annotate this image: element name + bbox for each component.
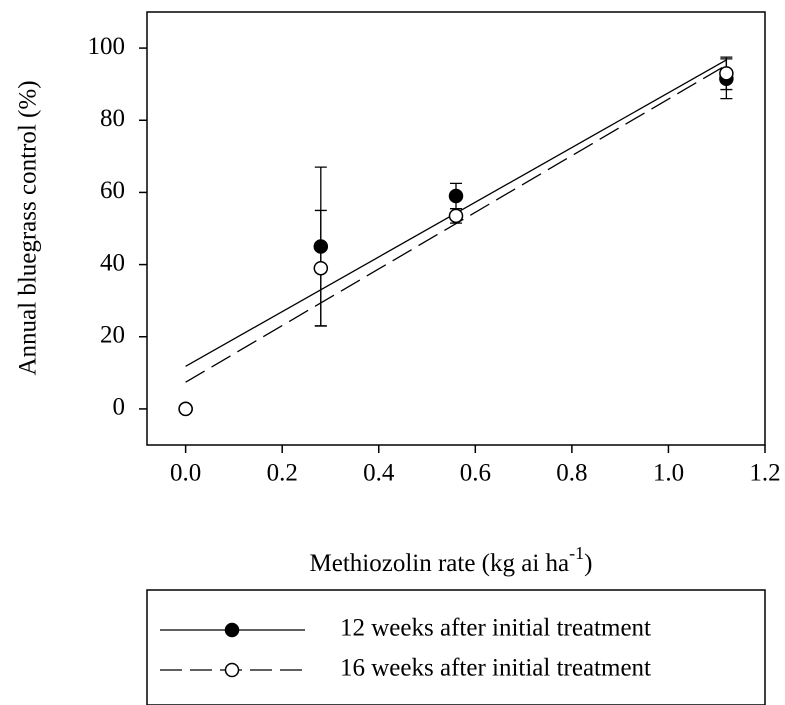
y-tick-label: 0 bbox=[113, 394, 126, 421]
y-axis-label: Annual bluegrass control (%) bbox=[15, 80, 42, 375]
data-point bbox=[719, 66, 734, 81]
data-point bbox=[313, 239, 329, 254]
x-axis-label-text: Methiozolin rate (kg ai ha bbox=[310, 550, 570, 577]
x-tick-label: 0.8 bbox=[556, 460, 587, 487]
y-tick-label: 40 bbox=[100, 249, 125, 276]
x-tick-label: 0.2 bbox=[267, 460, 298, 487]
x-tick-label: 1.2 bbox=[749, 460, 780, 487]
y-tick-label: 60 bbox=[100, 177, 125, 204]
data-point bbox=[178, 401, 193, 417]
data-point bbox=[448, 208, 464, 224]
legend-frame bbox=[146, 589, 766, 705]
legend-label: 16 weeks after initial treatment bbox=[340, 655, 651, 682]
x-tick-label: 0.6 bbox=[460, 460, 491, 487]
y-tick-label: 20 bbox=[100, 321, 125, 348]
legend-marker bbox=[224, 662, 240, 678]
y-tick-label: 100 bbox=[88, 33, 126, 60]
x-tick-label: 0.0 bbox=[170, 460, 201, 487]
plot-frame bbox=[146, 11, 766, 446]
legend-label: 12 weeks after initial treatment bbox=[340, 615, 651, 642]
data-point bbox=[313, 260, 329, 276]
legend-marker bbox=[224, 622, 240, 638]
y-tick-label: 80 bbox=[100, 105, 125, 132]
x-axis-label-sup: -1 bbox=[569, 543, 584, 563]
data-point bbox=[448, 188, 464, 204]
x-tick-label: 0.4 bbox=[363, 460, 395, 487]
x-tick-label: 1.0 bbox=[653, 460, 684, 487]
x-axis-label: Methiozolin rate (kg ai ha-1) bbox=[310, 543, 593, 577]
x-axis-label-suffix: ) bbox=[584, 550, 592, 577]
